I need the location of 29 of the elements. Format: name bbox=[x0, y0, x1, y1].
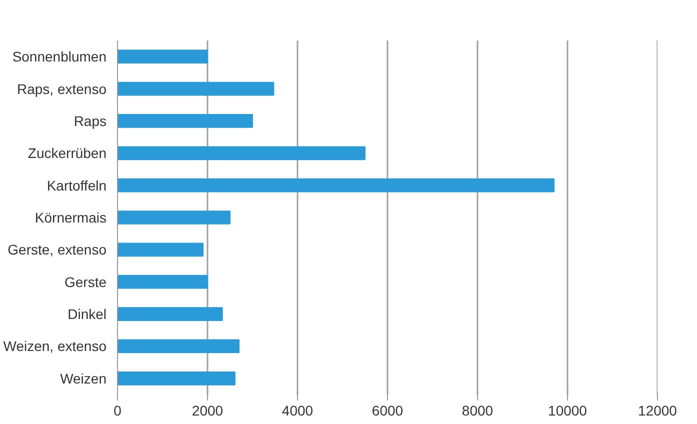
y-tick-label: Gerste, extenso bbox=[8, 242, 107, 258]
y-tick-label: Sonnenblumen bbox=[12, 48, 106, 65]
bar bbox=[118, 178, 554, 192]
y-tick-label: Zuckerrüben bbox=[28, 145, 106, 162]
bar bbox=[118, 242, 204, 257]
y-tick-label: Raps bbox=[74, 112, 107, 129]
bar bbox=[118, 50, 208, 64]
bar bbox=[118, 274, 208, 289]
bar bbox=[118, 210, 230, 224]
x-tick-label: 8000 bbox=[462, 402, 494, 418]
x-tick-label: 6000 bbox=[372, 402, 404, 418]
bar bbox=[118, 371, 236, 386]
x-tick-label: 12000 bbox=[638, 402, 678, 418]
bar bbox=[118, 82, 274, 96]
x-tick-label: 2000 bbox=[192, 402, 224, 418]
x-tick-label: 10000 bbox=[548, 402, 588, 418]
y-tick-label: Raps, extenso bbox=[17, 80, 107, 97]
bar bbox=[118, 307, 223, 321]
bar bbox=[118, 339, 240, 354]
x-tick-label: 4000 bbox=[282, 402, 314, 418]
y-tick-label: Dinkel bbox=[68, 306, 107, 322]
y-tick-label: Weizen bbox=[60, 370, 107, 386]
y-tick-label: Gerste bbox=[64, 274, 107, 290]
x-tick-label: 0 bbox=[114, 402, 122, 418]
y-tick-label: Weizen, extenso bbox=[3, 338, 107, 354]
y-tick-label: Körnermais bbox=[34, 210, 107, 226]
bar bbox=[118, 114, 253, 128]
bar bbox=[118, 146, 366, 160]
y-tick-label: Kartoffeln bbox=[46, 177, 106, 194]
